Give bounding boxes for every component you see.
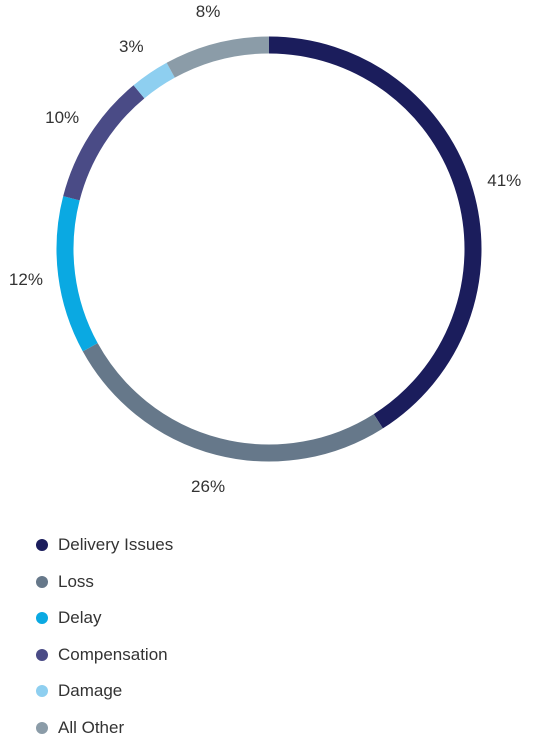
donut-slice-compensation [71,92,139,198]
legend-marker [36,685,48,697]
legend-marker [36,539,48,551]
legend-item-delivery-issues: Delivery Issues [36,527,516,564]
value-label-delay: 12% [9,270,43,289]
legend-label: Delay [58,608,101,628]
value-label-damage: 3% [119,37,144,56]
donut-slice-delivery-issues [269,45,473,421]
legend-item-all-other: All Other [36,710,516,746]
legend-marker [36,612,48,624]
value-label-delivery-issues: 41% [487,171,521,190]
legend-label: All Other [58,718,124,738]
legend-label: Damage [58,681,122,701]
donut-slices [65,45,473,453]
donut-slice-delay [65,198,90,347]
legend-marker [36,722,48,734]
donut-slice-loss [90,347,378,453]
legend-item-damage: Damage [36,673,516,710]
donut-value-labels: 41% 26% 12% 10% 3% 8% [9,2,521,496]
chart-legend: Delivery Issues Loss Delay Compensation … [36,527,516,746]
value-label-compensation: 10% [45,108,79,127]
donut-slice-all-other [171,45,269,70]
value-label-loss: 26% [191,477,225,496]
legend-label: Compensation [58,645,168,665]
value-label-all-other: 8% [196,2,221,21]
legend-item-loss: Loss [36,564,516,601]
legend-item-delay: Delay [36,600,516,637]
legend-item-compensation: Compensation [36,637,516,674]
donut-slice-damage [139,70,171,92]
legend-label: Delivery Issues [58,535,173,555]
legend-label: Loss [58,572,94,592]
donut-chart: 41% 26% 12% 10% 3% 8% [0,0,538,505]
legend-marker [36,649,48,661]
legend-marker [36,576,48,588]
